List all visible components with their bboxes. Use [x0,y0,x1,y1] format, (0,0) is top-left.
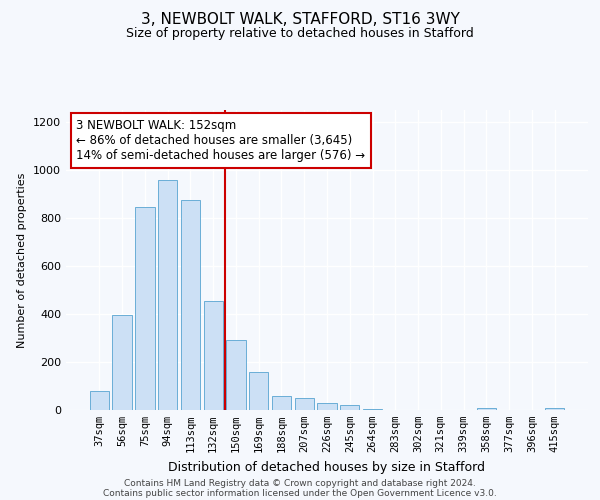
X-axis label: Distribution of detached houses by size in Stafford: Distribution of detached houses by size … [169,460,485,473]
Bar [181,200,200,410]
Bar [112,315,132,410]
Text: Size of property relative to detached houses in Stafford: Size of property relative to detached ho… [126,28,474,40]
Bar [90,391,109,410]
Text: 3, NEWBOLT WALK, STAFFORD, ST16 3WY: 3, NEWBOLT WALK, STAFFORD, ST16 3WY [140,12,460,28]
Bar [226,340,245,410]
Bar [135,207,155,410]
Text: 3 NEWBOLT WALK: 152sqm
← 86% of detached houses are smaller (3,645)
14% of semi-: 3 NEWBOLT WALK: 152sqm ← 86% of detached… [76,119,365,162]
Bar [249,372,268,410]
Bar [363,409,382,410]
Bar [295,398,314,410]
Bar [545,408,564,410]
Bar [476,408,496,410]
Bar [272,396,291,410]
Bar [203,301,223,410]
Bar [340,405,359,410]
Text: Contains HM Land Registry data © Crown copyright and database right 2024.: Contains HM Land Registry data © Crown c… [124,478,476,488]
Text: Contains public sector information licensed under the Open Government Licence v3: Contains public sector information licen… [103,488,497,498]
Bar [158,180,178,410]
Bar [317,403,337,410]
Y-axis label: Number of detached properties: Number of detached properties [17,172,28,348]
